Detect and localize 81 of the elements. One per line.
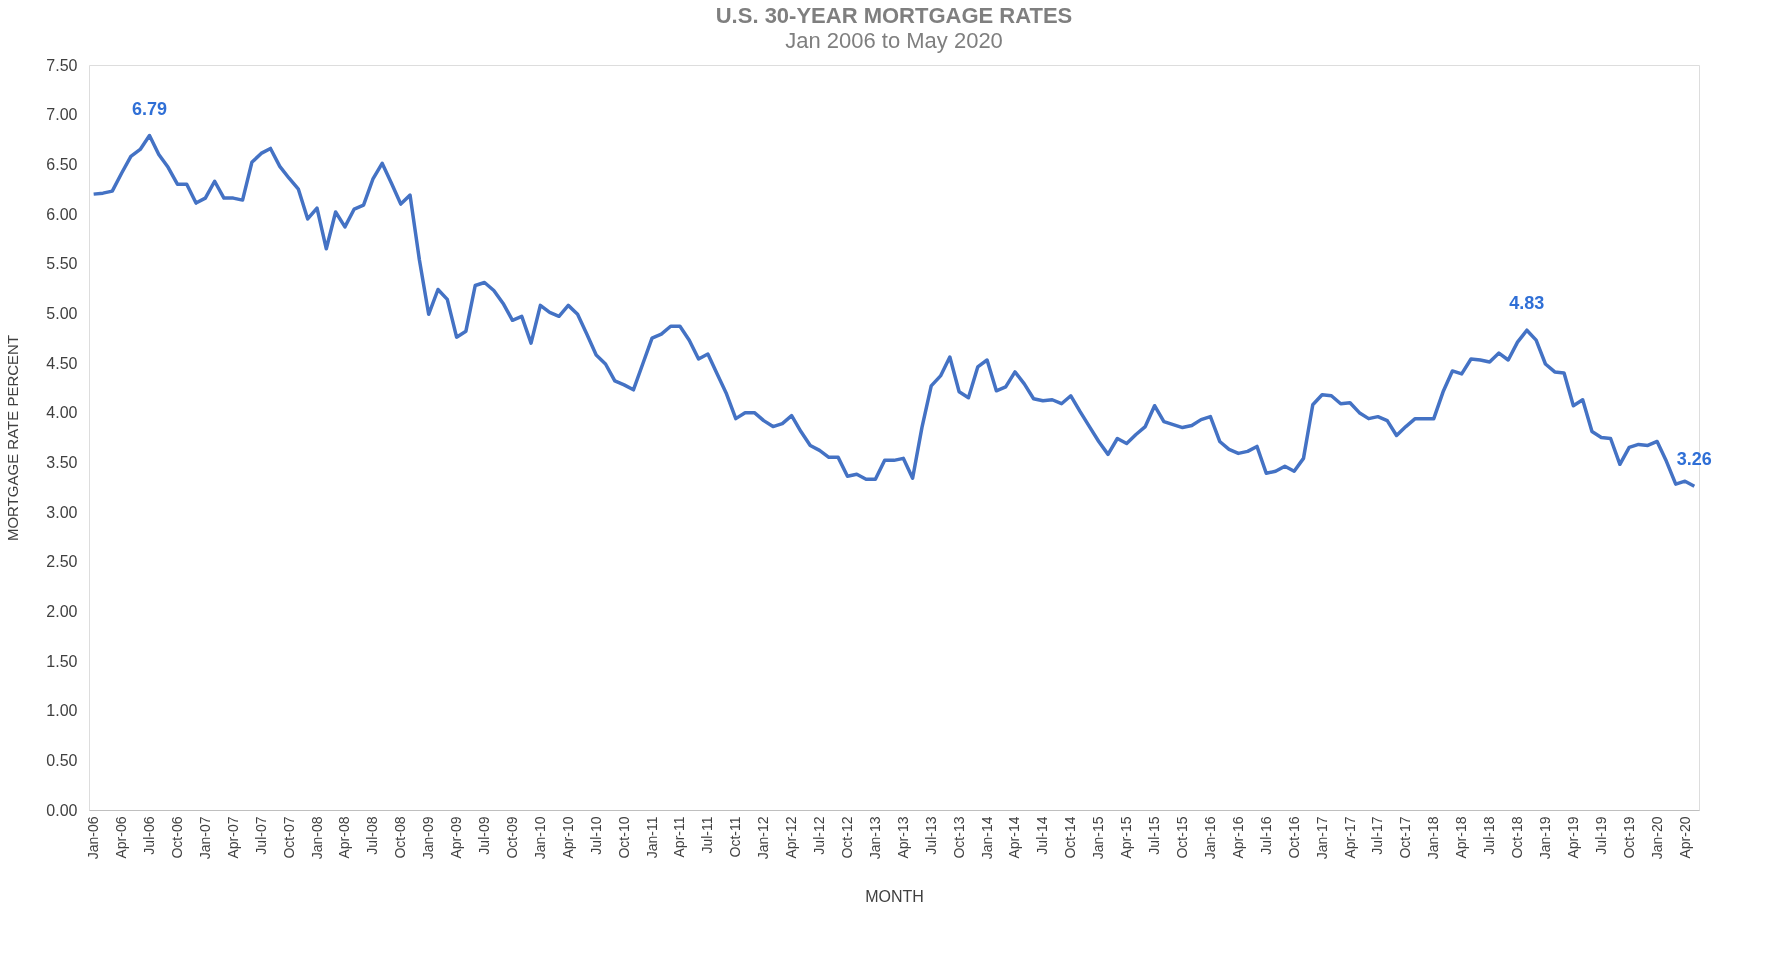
data-label: 4.83 <box>1509 293 1545 314</box>
y-tick-label: 7.00 <box>46 106 78 124</box>
x-tick-label: Jan-20 <box>1648 816 1665 860</box>
x-tick-label: Jan-13 <box>866 816 883 860</box>
x-tick-label: Jan-11 <box>643 816 660 859</box>
x-tick-label: Jul-15 <box>1146 816 1163 855</box>
x-tick-label: Jul-09 <box>476 816 493 855</box>
x-tick-label: Oct-15 <box>1174 816 1190 859</box>
x-tick-label: Apr-14 <box>1006 816 1023 859</box>
x-tick-label: Jul-07 <box>252 816 269 855</box>
y-tick-label: 6.50 <box>46 155 78 173</box>
x-tick-label: Oct-18 <box>1509 816 1526 859</box>
y-tick-label: 4.00 <box>46 404 78 422</box>
x-tick-label: Jan-16 <box>1201 816 1218 860</box>
x-tick-label: Oct-10 <box>615 816 632 859</box>
x-tick-label: Jan-17 <box>1313 816 1330 860</box>
x-tick-label: Jul-06 <box>140 816 157 855</box>
y-tick-label: 2.50 <box>46 553 78 571</box>
x-tick-label: Apr-08 <box>336 816 353 859</box>
x-tick-label: Jan-12 <box>755 816 772 860</box>
x-tick-label: Oct-09 <box>503 816 520 859</box>
x-tick-label: Jan-09 <box>420 816 437 860</box>
chart-subtitle: Jan 2006 to May 2020 <box>785 28 1003 53</box>
x-tick-label: Jul-12 <box>811 816 828 855</box>
y-tick-label: 7.50 <box>46 56 78 74</box>
x-tick-label: Jan-08 <box>308 816 325 860</box>
x-tick-label: Apr-15 <box>1118 816 1135 859</box>
x-tick-label: Apr-09 <box>448 816 465 859</box>
x-tick-label: Jan-06 <box>85 816 102 860</box>
chart-title: U.S. 30-YEAR MORTGAGE RATES <box>715 3 1073 28</box>
x-tick-label: Apr-10 <box>559 816 576 859</box>
x-tick-label: Jul-10 <box>587 816 604 855</box>
x-tick-label: Oct-07 <box>280 816 297 859</box>
data-label: 3.26 <box>1676 449 1712 470</box>
x-tick-label: Oct-11 <box>727 816 744 858</box>
x-tick-label: Apr-19 <box>1564 816 1581 859</box>
y-tick-label: 3.00 <box>46 503 78 521</box>
x-tick-label: Apr-07 <box>224 816 241 859</box>
x-tick-label: Jul-16 <box>1257 816 1274 855</box>
x-tick-label: Oct-19 <box>1620 816 1637 859</box>
x-tick-label: Oct-06 <box>168 816 185 859</box>
x-tick-label: Oct-08 <box>392 816 409 859</box>
y-tick-label: 6.00 <box>46 205 78 223</box>
y-tick-label: 1.00 <box>46 702 78 720</box>
x-tick-label: Jul-13 <box>922 816 939 855</box>
y-tick-label: 2.00 <box>46 602 78 620</box>
x-tick-label: Oct-14 <box>1062 816 1079 859</box>
y-tick-label: 5.00 <box>46 304 78 322</box>
x-tick-label: Apr-06 <box>113 816 130 859</box>
y-tick-label: 3.50 <box>46 453 78 471</box>
x-tick-label: Apr-13 <box>894 816 911 859</box>
x-tick-label: Jul-17 <box>1369 816 1386 855</box>
x-tick-label: Apr-20 <box>1676 816 1693 859</box>
x-tick-label: Apr-17 <box>1341 816 1358 859</box>
x-tick-label: Apr-11 <box>671 816 688 858</box>
x-axis-title: MONTH <box>865 888 924 906</box>
x-tick-label: Jul-08 <box>364 816 381 855</box>
y-tick-label: 5.50 <box>46 255 78 273</box>
y-axis-title: MORTGAGE RATE PERCENT <box>4 334 22 542</box>
x-tick-label: Oct-13 <box>950 816 967 859</box>
x-tick-label: Apr-18 <box>1453 816 1470 859</box>
x-tick-label: Jul-18 <box>1481 816 1498 855</box>
data-label: 6.79 <box>131 98 168 119</box>
y-tick-label: 1.50 <box>46 652 78 670</box>
x-tick-label: Jan-18 <box>1425 816 1442 860</box>
x-tick-label: Jan-15 <box>1090 816 1107 860</box>
x-tick-label: Jul-11 <box>699 816 716 854</box>
y-tick-label: 4.50 <box>46 354 78 372</box>
x-tick-label: Apr-12 <box>783 816 800 859</box>
x-tick-label: Jul-14 <box>1034 816 1051 855</box>
x-tick-label: Jan-07 <box>196 816 213 860</box>
y-tick-label: 0.50 <box>46 751 78 769</box>
x-tick-label: Jan-14 <box>978 816 995 860</box>
x-tick-label: Oct-12 <box>838 816 855 859</box>
x-tick-label: Jul-19 <box>1592 816 1609 855</box>
x-tick-label: Oct-17 <box>1397 816 1414 859</box>
x-tick-label: Oct-16 <box>1285 816 1302 859</box>
x-tick-label: Jan-10 <box>531 816 548 860</box>
y-tick-label: 0.00 <box>46 801 78 819</box>
x-tick-label: Jan-19 <box>1536 816 1553 860</box>
x-tick-label: Apr-16 <box>1229 816 1246 859</box>
